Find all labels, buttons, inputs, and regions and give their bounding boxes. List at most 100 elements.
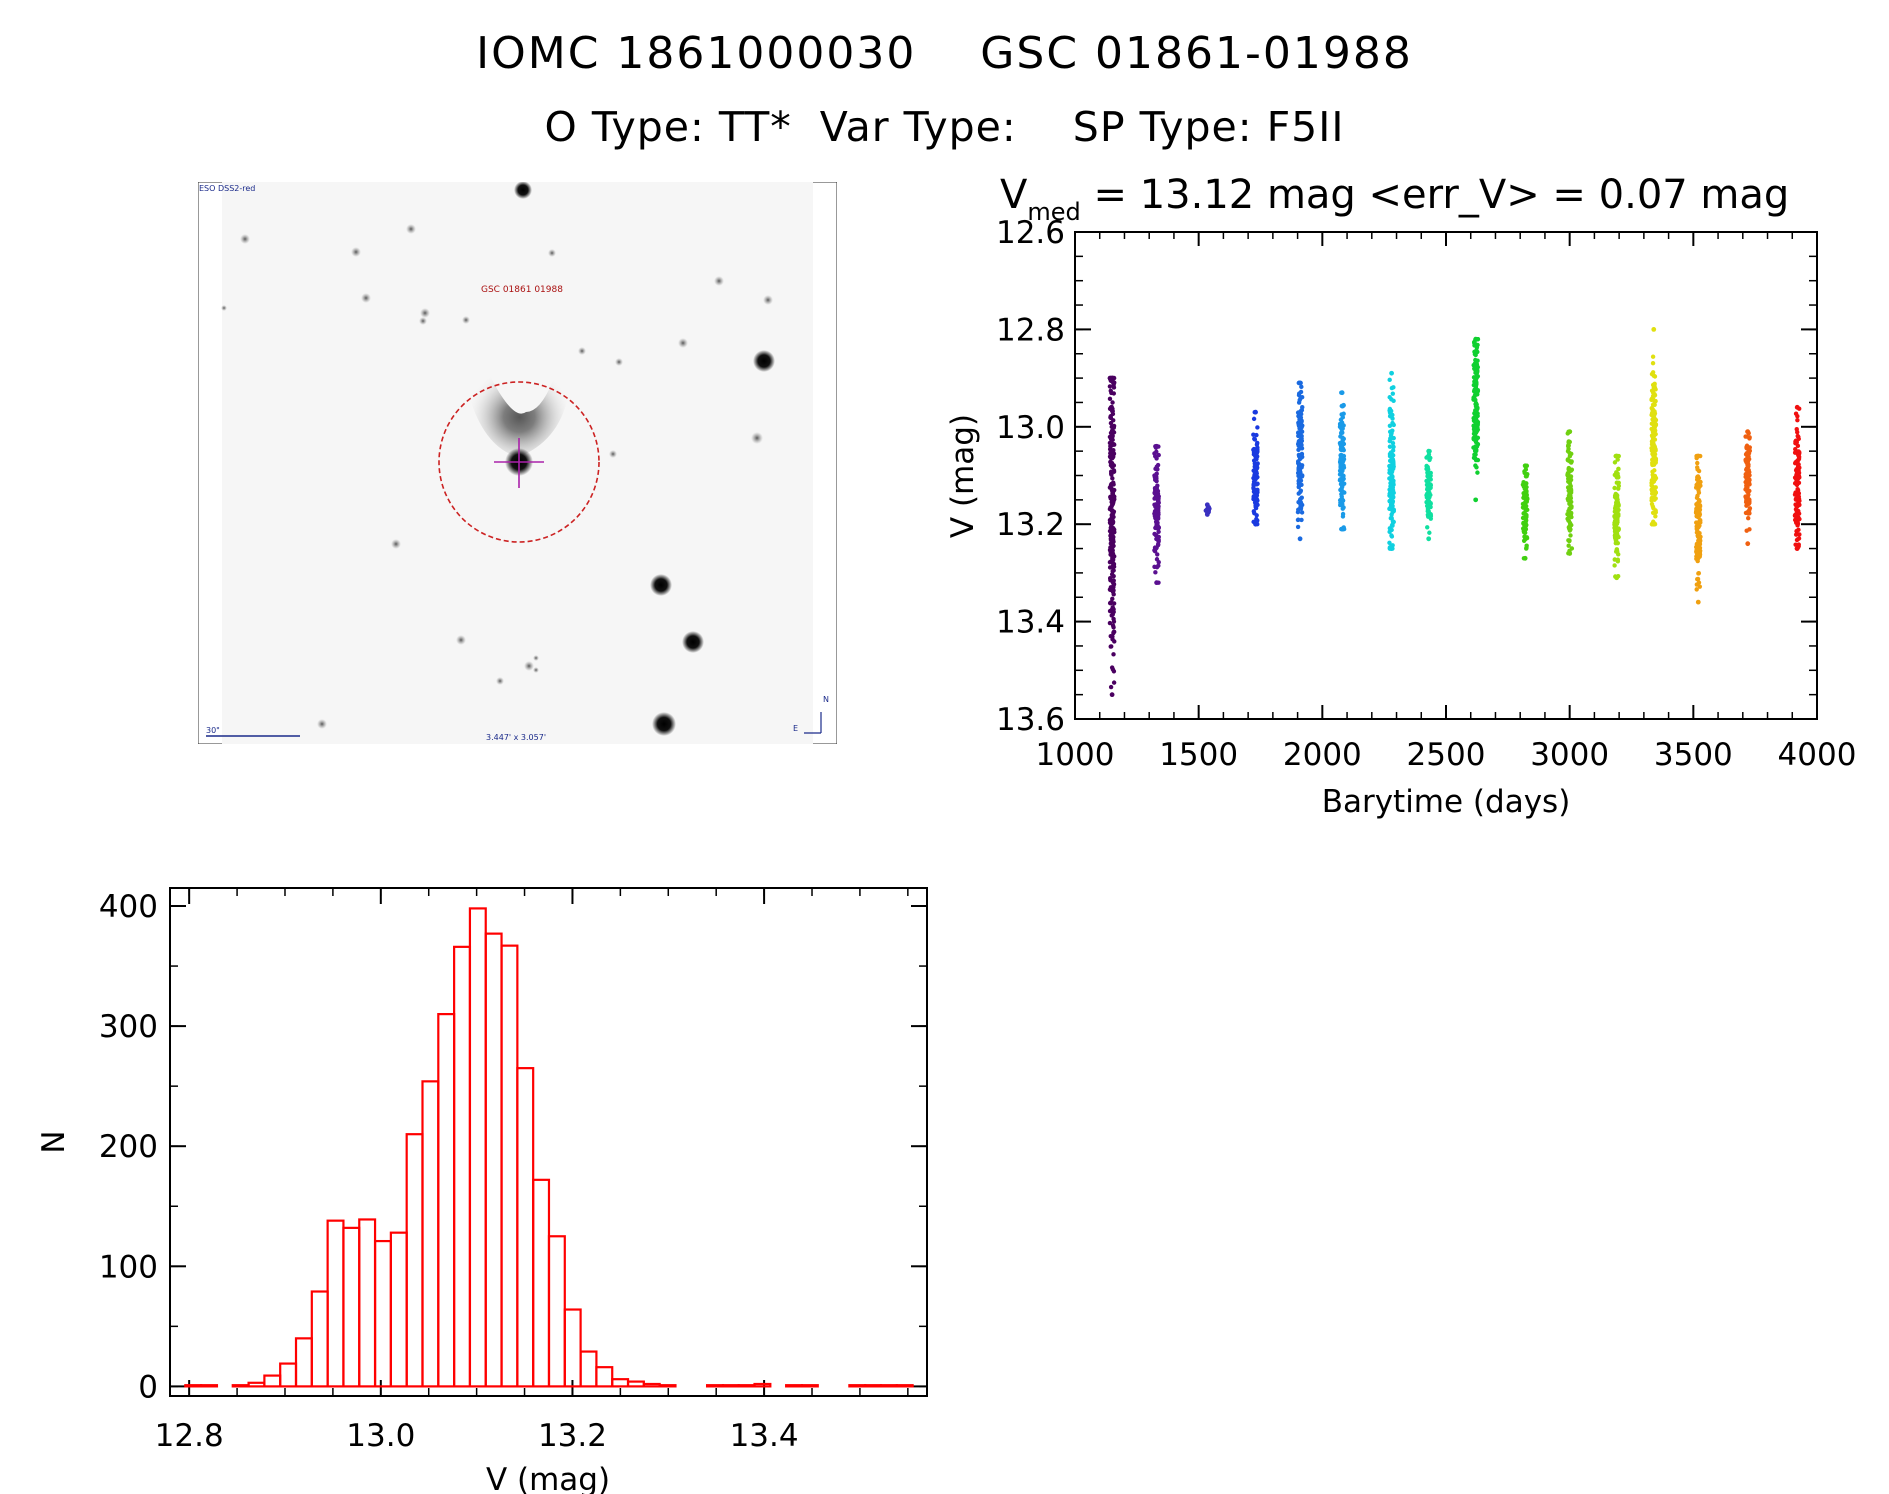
histogram-bar (532, 1178, 551, 1388)
light-curve-y-tick-label: 12.6 (996, 215, 1065, 251)
light-curve-point (1112, 494, 1117, 499)
light-curve-point (1111, 680, 1117, 685)
light-curve-point (1297, 536, 1303, 542)
light-curve-point (1796, 515, 1801, 520)
light-curve-point (1521, 556, 1527, 561)
light-curve-point (1653, 514, 1658, 519)
light-curve-point (1473, 401, 1478, 407)
light-curve-title: Vmed = 13.12 mag <err_V> = 0.07 mag (1000, 172, 1789, 226)
light-curve-point (1111, 652, 1116, 657)
light-curve-point (1796, 452, 1801, 457)
light-curve-point (1108, 552, 1113, 557)
star (419, 317, 427, 325)
light-curve-point (1616, 475, 1621, 480)
star (524, 661, 534, 671)
light-curve-x-tick-label: 3500 (1654, 737, 1733, 773)
light-curve-point (1471, 436, 1476, 442)
light-curve-point (1389, 435, 1394, 441)
light-curve-point (1388, 504, 1394, 510)
light-curve-x-tick-label: 2000 (1283, 737, 1362, 773)
light-curve-season (1295, 380, 1305, 542)
light-curve-point (1568, 533, 1573, 538)
light-curve-point (1425, 525, 1430, 530)
light-curve-point (1614, 492, 1619, 497)
light-curve-point (1652, 402, 1657, 407)
light-curve-point (1797, 406, 1802, 411)
light-curve-point (1296, 517, 1301, 522)
light-curve-y-tick-label: 13.0 (996, 410, 1065, 446)
light-curve-point (1109, 424, 1114, 430)
light-curve-point (1473, 380, 1479, 386)
light-curve-point (1109, 481, 1114, 487)
star (609, 450, 617, 458)
light-curve-point (1152, 490, 1157, 496)
light-curve-point (1614, 498, 1620, 504)
target-circle (438, 381, 600, 543)
light-curve-point (1425, 479, 1430, 484)
light-curve-point (1111, 582, 1117, 587)
light-curve-season (1520, 463, 1530, 561)
light-curve-point (1565, 471, 1571, 477)
light-curve-point (1794, 439, 1799, 444)
light-curve-point (1108, 547, 1114, 553)
light-curve-point (1389, 534, 1395, 539)
light-curve-point (1568, 468, 1574, 473)
light-curve-point (1744, 484, 1750, 490)
light-curve-point (1341, 423, 1346, 428)
light-curve-frame (1074, 231, 1818, 720)
light-curve-point (1110, 606, 1115, 611)
light-curve-point (1390, 459, 1395, 464)
light-curve-point (1110, 408, 1115, 414)
light-curve-point (1520, 526, 1526, 531)
light-curve-point (1651, 430, 1656, 435)
light-curve-point (1300, 404, 1305, 410)
light-curve-point (1110, 556, 1116, 562)
light-curve-point (1796, 494, 1802, 499)
light-curve-point (1297, 497, 1303, 503)
light-curve-point (1612, 535, 1618, 540)
light-curve-point (1651, 418, 1657, 424)
light-curve-point (1793, 446, 1798, 452)
light-curve-season (1387, 370, 1397, 551)
light-curve-point (1251, 485, 1256, 491)
light-curve-point (1391, 480, 1396, 486)
survey-label: ESO DSS2-red (199, 184, 255, 193)
light-curve-point (1616, 502, 1621, 507)
star (533, 667, 539, 673)
histogram-bar (373, 1239, 392, 1388)
star (682, 631, 704, 653)
histogram-bar (753, 1382, 772, 1388)
light-curve-point (1155, 483, 1160, 488)
light-curve-point (1255, 522, 1260, 527)
light-curve-title-subscript: med (1027, 198, 1080, 226)
light-curve-point (1425, 514, 1431, 519)
light-curve-point (1111, 616, 1116, 622)
histogram-bar (658, 1384, 677, 1388)
light-curve-point (1252, 437, 1258, 442)
light-curve-point (1523, 493, 1529, 498)
light-curve-point (1152, 502, 1157, 507)
light-curve-point (1108, 577, 1113, 583)
histogram-bar (895, 1384, 914, 1388)
light-curve-x-label: Barytime (days) (1322, 784, 1571, 820)
light-curve-point (1109, 485, 1114, 491)
nebula-arc (467, 357, 572, 457)
star (391, 539, 401, 549)
light-curve-point (1612, 460, 1618, 465)
light-curve-chart: Vmed = 13.12 mag <err_V> = 0.07 mag 1000… (945, 172, 1856, 820)
light-curve-point (1747, 488, 1752, 494)
histogram-bar (785, 1384, 804, 1388)
light-curve-point (1338, 446, 1344, 452)
light-curve-point (1746, 515, 1751, 521)
histogram-y-tick-label: 0 (138, 1369, 158, 1405)
light-curve-point (1795, 531, 1800, 537)
light-curve-point (1111, 592, 1116, 597)
light-curve-point (1298, 389, 1304, 395)
light-curve-point (1155, 552, 1160, 557)
light-curve-point (1566, 498, 1571, 503)
light-curve-point (1297, 476, 1302, 482)
light-curve-point (1616, 527, 1621, 533)
light-curve-point (1341, 456, 1346, 461)
light-curve-point (1473, 452, 1478, 457)
light-curve-point (1156, 539, 1161, 544)
